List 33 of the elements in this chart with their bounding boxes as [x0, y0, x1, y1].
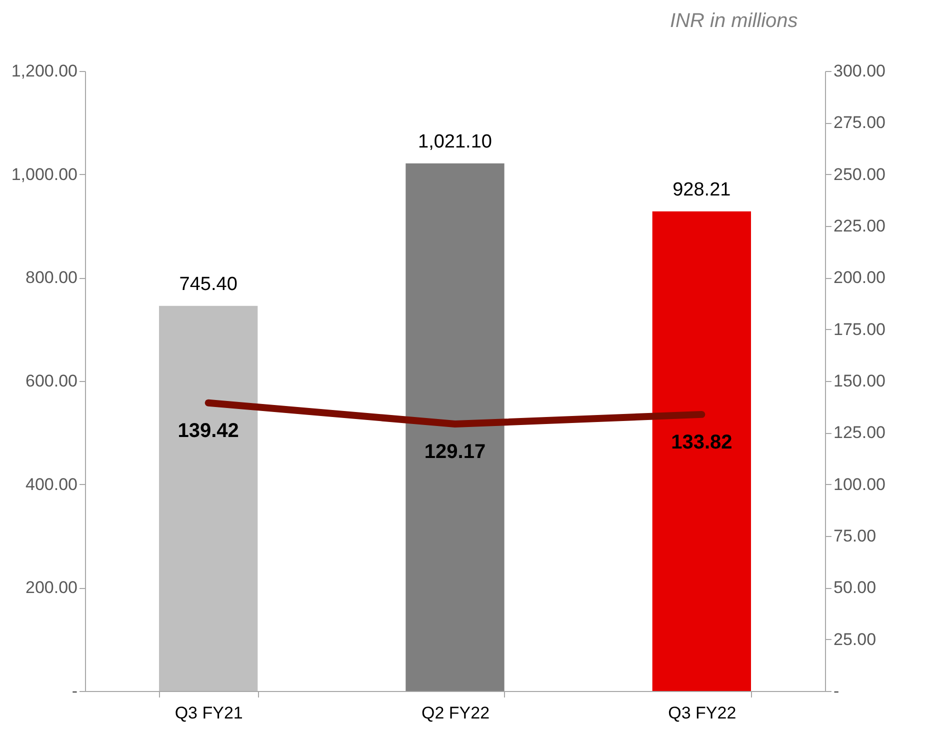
- x-tick-label: Q3 FY21: [174, 704, 243, 722]
- bar: [159, 306, 258, 691]
- y2-tick-label: -: [834, 682, 840, 700]
- y2-tick-label: 275.00: [834, 113, 886, 132]
- text: INR in millions: [670, 10, 798, 33]
- y2-tick-label: 125.00: [834, 423, 886, 442]
- y2-tick-label: 100.00: [834, 474, 886, 494]
- data-label: 139.42: [178, 420, 239, 442]
- y2-tick-label: 25.00: [834, 630, 876, 649]
- x-tick-label: Q2 FY22: [421, 704, 490, 722]
- y-tick-label: 800.00: [26, 268, 78, 288]
- y2-tick-label: 200.00: [834, 268, 886, 288]
- data-label: 133.82: [671, 431, 732, 454]
- y-tick-label: 1,200.00: [11, 62, 78, 80]
- y2-tick-label: 150.00: [834, 372, 886, 390]
- x-tick-label: Q3 FY22: [668, 704, 736, 722]
- y-tick-label: 1,000.00: [11, 164, 78, 184]
- y2-tick-label: 250.00: [834, 164, 886, 184]
- y2-tick-label: 50.00: [834, 578, 876, 598]
- y-tick-label: 400.00: [26, 474, 78, 494]
- y2-tick-label: 300.00: [834, 62, 886, 80]
- data-label: 928.21: [672, 179, 731, 200]
- y2-tick-label: 175.00: [834, 320, 886, 339]
- data-label: 745.40: [179, 274, 238, 295]
- data-label: 1,021.10: [418, 131, 492, 152]
- bar: [406, 163, 504, 691]
- y-tick-label: -: [72, 682, 78, 700]
- data-label: 129.17: [424, 441, 486, 464]
- y-tick-label: 200.00: [26, 578, 78, 598]
- y2-tick-label: 225.00: [834, 216, 886, 236]
- y2-tick-label: 75.00: [834, 526, 876, 546]
- y-tick-label: 600.00: [26, 372, 78, 390]
- bar: [652, 211, 751, 691]
